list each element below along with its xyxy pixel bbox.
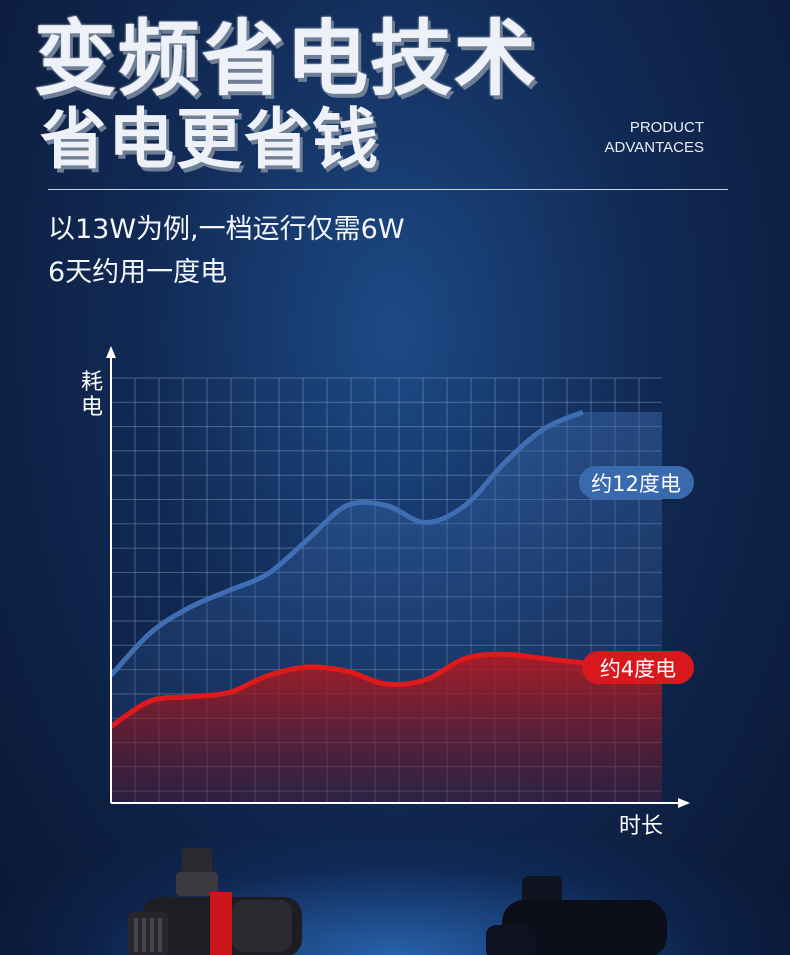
secondary-title: 省电更省钱 (40, 101, 380, 178)
x-axis-arrow (678, 798, 690, 808)
label-low-text: 约4度电 (600, 657, 676, 681)
subtitle-line1: 以13W为例,一档运行仅需6W (48, 214, 405, 245)
series-line-low (109, 651, 584, 729)
label-high-text: 约12度电 (591, 472, 681, 496)
product-tag-line2: ADVANTACES (604, 139, 704, 156)
series-line-high (109, 409, 584, 678)
series-area-low (111, 654, 662, 803)
pump-image-dark (486, 876, 667, 955)
label-high: 约12度电 (579, 466, 694, 499)
product-tag: PRODUCT ADVANTACES (605, 118, 704, 158)
x-axis-label: 时长 (619, 814, 663, 839)
main-title: 变频省电技术 (34, 12, 539, 107)
y-axis-label-char1: 耗 (81, 370, 103, 395)
pump-image-red (128, 848, 302, 955)
y-axis-label-char2: 电 (81, 395, 103, 420)
y-axis-arrow (106, 346, 116, 358)
label-low: 约4度电 (582, 651, 694, 684)
divider-line (48, 189, 728, 190)
subtitle-line2: 6天约用一度电 (48, 257, 228, 288)
product-tag-line1: PRODUCT (629, 119, 704, 136)
